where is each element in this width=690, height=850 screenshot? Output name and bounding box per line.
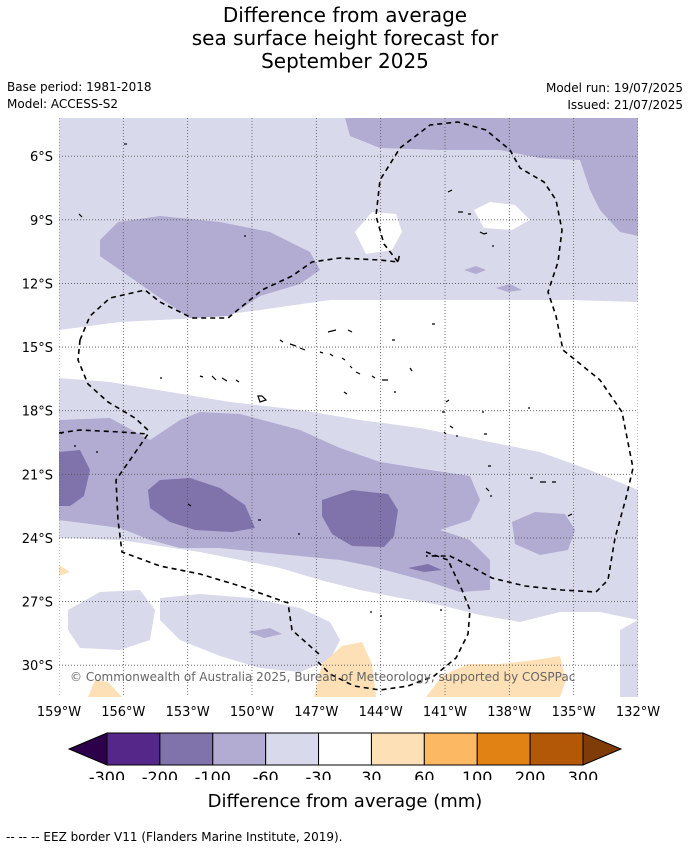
colorbar-tick-label: 30 bbox=[361, 768, 381, 780]
footnote-eez: -- -- -- EEZ border V11 (Flanders Marine… bbox=[6, 830, 343, 844]
anomaly-medium-north bbox=[100, 216, 320, 318]
colorbar-segment bbox=[423, 732, 478, 766]
lat-tick-label: 6°S bbox=[30, 150, 53, 165]
island bbox=[187, 503, 573, 535]
colorbar-segment bbox=[476, 732, 531, 766]
colorbar-segment bbox=[212, 732, 267, 766]
island bbox=[279, 329, 353, 351]
title-line-2: sea surface height forecast for bbox=[191, 26, 499, 50]
map-plot-area: © Commonwealth of Australia 2025, Bureau… bbox=[59, 118, 638, 697]
anomaly-medium-south bbox=[59, 412, 490, 592]
lon-tick-label: 156°W bbox=[101, 705, 145, 720]
island bbox=[78, 213, 83, 218]
anomaly-positive-sw bbox=[88, 680, 122, 697]
anomaly-medium-spot-3 bbox=[248, 628, 282, 638]
eez-border-east bbox=[375, 121, 634, 593]
anomaly-positive-s bbox=[314, 642, 376, 697]
colorbar-tick-label: -60 bbox=[253, 768, 279, 780]
island bbox=[370, 555, 442, 617]
anomaly-medium-ne bbox=[345, 118, 638, 236]
axis-ticks: 159°W 156°W 153°W 150°W 147°W 144°W 141°W 138°W… bbox=[22, 150, 661, 720]
lon-tick-label: 147°W bbox=[294, 705, 338, 720]
anomaly-patch-s bbox=[160, 594, 340, 672]
anomaly-medium-spot-2 bbox=[496, 284, 522, 292]
copyright-text: © Commonwealth of Australia 2025, Bureau… bbox=[70, 670, 575, 684]
island bbox=[160, 375, 240, 383]
anomaly-medium-spot-1 bbox=[464, 266, 486, 274]
lon-tick-label: 135°W bbox=[552, 705, 596, 720]
lat-tick-label: 15°S bbox=[22, 341, 53, 356]
island bbox=[257, 395, 268, 403]
anomaly-neutral-1 bbox=[355, 212, 402, 254]
colorbar-tick-label: -300 bbox=[89, 768, 125, 780]
lat-tick-label: 24°S bbox=[22, 532, 53, 547]
colorbar-tick-label: -100 bbox=[195, 768, 231, 780]
lat-tick-label: 21°S bbox=[22, 468, 53, 483]
colorbar-tick-label: 60 bbox=[414, 768, 434, 780]
lat-tick-label: 27°S bbox=[22, 596, 53, 611]
lon-tick-label: 138°W bbox=[487, 705, 531, 720]
island bbox=[343, 391, 450, 413]
lon-tick-label: 132°W bbox=[616, 705, 660, 720]
island bbox=[447, 189, 453, 193]
lon-tick-label: 141°W bbox=[423, 705, 467, 720]
lon-tick-label: 150°W bbox=[230, 705, 274, 720]
anomaly-positive-se bbox=[426, 656, 566, 697]
anomaly-neutral-2 bbox=[474, 202, 530, 230]
colorbar-tick-label: 200 bbox=[515, 768, 546, 780]
colorbar-segment bbox=[265, 732, 320, 766]
colorbar-segment bbox=[318, 732, 372, 766]
colorbar-extend-low bbox=[67, 732, 108, 766]
colorbar-extend-high bbox=[582, 732, 623, 766]
lat-tick-label: 30°S bbox=[22, 659, 53, 674]
island bbox=[458, 211, 471, 215]
islands bbox=[59, 143, 573, 617]
title-line-1: Difference from average bbox=[222, 3, 468, 27]
anomaly-patch-se bbox=[620, 620, 638, 697]
island bbox=[485, 465, 556, 497]
colorbar-tick-label: 300 bbox=[568, 768, 599, 780]
lon-tick-label: 153°W bbox=[166, 705, 210, 720]
anomaly-strong-east bbox=[322, 490, 398, 547]
island bbox=[371, 323, 435, 381]
lon-tick-label: 159°W bbox=[37, 705, 81, 720]
meta-right: Model run: 19/07/2025 Issued: 21/07/2025 bbox=[546, 80, 683, 114]
colorbar: -300 -200 -100 -60 -30 30 60 100 200 300 bbox=[67, 732, 623, 780]
lat-tick-label: 9°S bbox=[30, 214, 53, 229]
map-figure: © Commonwealth of Australia 2025, Bureau… bbox=[22, 118, 661, 780]
colorbar-title: Difference from average (mm) bbox=[207, 791, 483, 812]
anomaly-patch-sw bbox=[68, 590, 155, 650]
colorbar-tick-label: -30 bbox=[305, 768, 331, 780]
island bbox=[443, 407, 530, 437]
chart-title: Difference from average sea surface heig… bbox=[0, 4, 690, 73]
colorbar-tick-label: -200 bbox=[142, 768, 178, 780]
anomaly-medium-east bbox=[512, 512, 575, 555]
colorbar-tick-label: 100 bbox=[462, 768, 493, 780]
grid-lines bbox=[59, 118, 638, 697]
colorbar-segment bbox=[159, 732, 214, 766]
model-run: Model run: 19/07/2025 bbox=[545, 81, 683, 95]
eez-border-south bbox=[317, 551, 471, 691]
issued-date: Issued: 21/07/2025 bbox=[567, 98, 683, 112]
island bbox=[59, 431, 98, 453]
base-period: Base period: 1981-2018 bbox=[7, 80, 152, 94]
island bbox=[319, 351, 361, 375]
colorbar-segment bbox=[370, 732, 425, 766]
model-name: Model: ACCESS-S2 bbox=[7, 97, 119, 111]
anomaly-strong-west bbox=[59, 450, 90, 506]
meta-left: Base period: 1981-2018 Model: ACCESS-S2 bbox=[7, 79, 152, 113]
colorbar-segment bbox=[106, 732, 161, 766]
lon-tick-label: 144°W bbox=[359, 705, 403, 720]
anomaly-positive-w bbox=[59, 565, 70, 576]
title-line-3: September 2025 bbox=[261, 49, 429, 73]
anomaly-strong-spot bbox=[408, 564, 442, 572]
anomaly-strong-center bbox=[148, 478, 255, 532]
island bbox=[479, 231, 488, 235]
colorbar-segment bbox=[529, 732, 584, 766]
lat-tick-label: 18°S bbox=[22, 405, 53, 420]
eez-border-central bbox=[59, 251, 401, 656]
lat-tick-label: 12°S bbox=[22, 277, 53, 292]
